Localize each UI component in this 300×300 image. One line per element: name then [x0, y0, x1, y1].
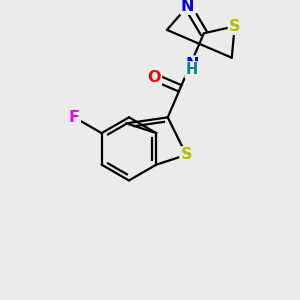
Text: N: N — [181, 0, 194, 14]
Text: O: O — [147, 70, 161, 85]
Text: F: F — [69, 110, 80, 125]
Text: H: H — [186, 62, 198, 77]
Text: S: S — [229, 19, 240, 34]
Text: N: N — [186, 57, 200, 72]
Text: S: S — [181, 147, 192, 162]
